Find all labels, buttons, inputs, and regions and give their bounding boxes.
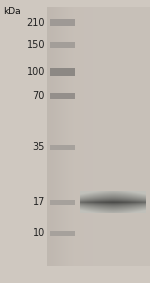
Bar	[50, 42, 75, 48]
Bar	[50, 93, 75, 99]
Text: 100: 100	[27, 67, 45, 77]
Bar	[50, 200, 75, 205]
Text: 150: 150	[27, 40, 45, 50]
Text: 210: 210	[27, 18, 45, 28]
Text: 35: 35	[33, 142, 45, 152]
Text: 17: 17	[33, 197, 45, 207]
Bar	[50, 19, 75, 26]
Text: 10: 10	[33, 228, 45, 239]
Bar	[50, 68, 75, 76]
Text: kDa: kDa	[3, 7, 21, 16]
Bar	[50, 231, 75, 236]
Bar	[50, 145, 75, 150]
Text: 70: 70	[33, 91, 45, 101]
